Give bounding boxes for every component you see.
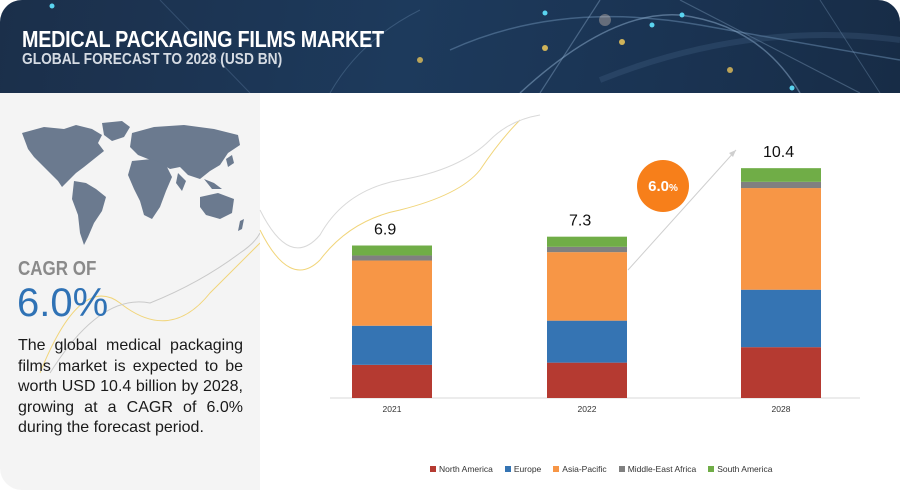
legend-item: Middle-East Africa xyxy=(618,464,697,474)
world-map-icon xyxy=(22,121,244,245)
cagr-badge-unit: % xyxy=(668,182,678,194)
cagr-value: 6.0% xyxy=(17,281,109,325)
decorative-curve xyxy=(259,114,541,249)
legend-swatch xyxy=(618,466,625,472)
decorative-curve xyxy=(259,119,521,271)
x-tick-label: 2028 xyxy=(772,404,791,414)
bar-segment-south-america-2028 xyxy=(741,168,821,182)
bar-segment-middle-east-africa-2028 xyxy=(741,181,821,189)
bar-segment-south-america-2022 xyxy=(547,236,627,247)
cagr-badge-value: 6.0 xyxy=(648,177,669,195)
legend-label: South America xyxy=(717,464,773,474)
page-title: MEDICAL PACKAGING FILMS MARKET xyxy=(22,26,384,52)
legend-label: Middle-East Africa xyxy=(627,464,697,474)
x-tick-label: 2022 xyxy=(578,404,597,414)
bar-segment-middle-east-africa-2022 xyxy=(547,246,627,253)
growth-arrow-head xyxy=(729,150,736,157)
legend-swatch xyxy=(553,466,560,472)
bar-segment-europe-2028 xyxy=(741,289,821,348)
bar-segment-europe-2022 xyxy=(547,320,627,363)
legend-swatch xyxy=(430,466,436,472)
header-banner: MEDICAL PACKAGING FILMS MARKET GLOBAL FO… xyxy=(0,0,900,93)
chart-legend: North America Europe Asia-Pacific Middle-Ea… xyxy=(430,464,772,474)
legend-item: Asia-Pacific xyxy=(553,464,607,474)
decorative-curves xyxy=(39,232,260,374)
legend-label: Asia-Pacific xyxy=(562,464,607,474)
legend-item: Europe xyxy=(504,464,542,474)
bar-segment-middle-east-africa-2021 xyxy=(352,255,432,261)
legend-item: South America xyxy=(708,464,772,474)
cagr-growth-badge: 6.0% xyxy=(637,160,689,212)
legend-label: North America xyxy=(439,464,493,474)
x-tick-label: 2021 xyxy=(383,404,402,414)
bar-segment-north-america-2022 xyxy=(547,362,627,398)
fiber-optic-background xyxy=(49,0,900,93)
cagr-label: CAGR OF xyxy=(18,258,97,280)
summary-panel: CAGR OF 6.0% The global medical packagin… xyxy=(0,93,260,490)
bar-total-label: 6.9 xyxy=(374,222,396,239)
bar-segment-europe-2021 xyxy=(352,325,432,365)
legend-label: Europe xyxy=(513,464,542,474)
page-subtitle: GLOBAL FORECAST TO 2028 (USD BN) xyxy=(22,51,283,68)
market-description: The global medical packaging films marke… xyxy=(18,337,243,436)
legend-swatch xyxy=(504,466,511,472)
legend-item: North America xyxy=(430,464,493,474)
bar-segment-north-america-2021 xyxy=(352,364,432,398)
bar-segment-asia-pacific-2022 xyxy=(547,252,627,321)
legend-swatch xyxy=(708,466,715,472)
bar-segment-asia-pacific-2028 xyxy=(741,188,821,290)
growth-arrow-line xyxy=(627,149,737,271)
bar-segment-asia-pacific-2021 xyxy=(352,260,432,326)
bar-total-label: 10.4 xyxy=(763,144,794,161)
bar-segment-north-america-2028 xyxy=(741,347,821,398)
bar-total-label: 7.3 xyxy=(569,213,591,230)
bar-segment-south-america-2021 xyxy=(352,245,432,256)
